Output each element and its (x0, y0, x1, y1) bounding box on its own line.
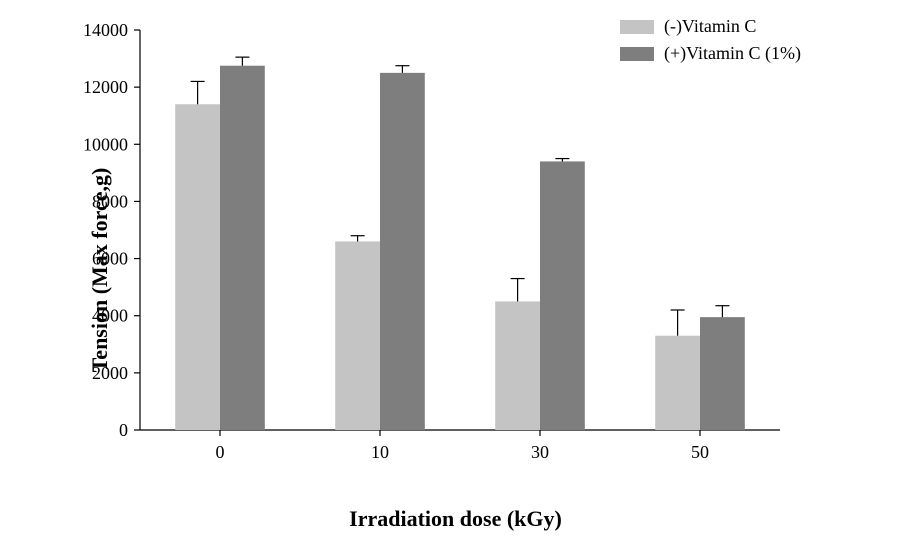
legend-swatch (620, 20, 654, 34)
y-axis-title: Tension (Max force,g) (87, 168, 113, 373)
y-tick-label: 0 (119, 420, 128, 440)
bar (220, 66, 265, 430)
bar (380, 73, 425, 430)
x-tick-label: 50 (691, 442, 709, 462)
legend-swatch (620, 47, 654, 61)
bar-chart: 020004000600080001000012000140000103050 (0, 0, 911, 540)
y-tick-label: 12000 (83, 77, 128, 97)
y-tick-label: 10000 (83, 134, 128, 154)
x-tick-label: 10 (371, 442, 389, 462)
legend-item: (-)Vitamin C (620, 16, 801, 37)
bar (700, 317, 745, 430)
bar (335, 241, 380, 430)
legend-label: (-)Vitamin C (664, 16, 756, 37)
bar (495, 301, 540, 430)
legend: (-)Vitamin C (+)Vitamin C (1%) (620, 16, 801, 70)
y-tick-label: 14000 (83, 20, 128, 40)
bar (540, 161, 585, 430)
legend-label: (+)Vitamin C (1%) (664, 43, 801, 64)
x-tick-label: 30 (531, 442, 549, 462)
bar (655, 336, 700, 430)
x-axis-title: Irradiation dose (kGy) (0, 506, 911, 532)
bar (175, 104, 220, 430)
chart-container: Tension (Max force,g) Irradiation dose (… (0, 0, 911, 540)
x-tick-label: 0 (216, 442, 225, 462)
legend-item: (+)Vitamin C (1%) (620, 43, 801, 64)
